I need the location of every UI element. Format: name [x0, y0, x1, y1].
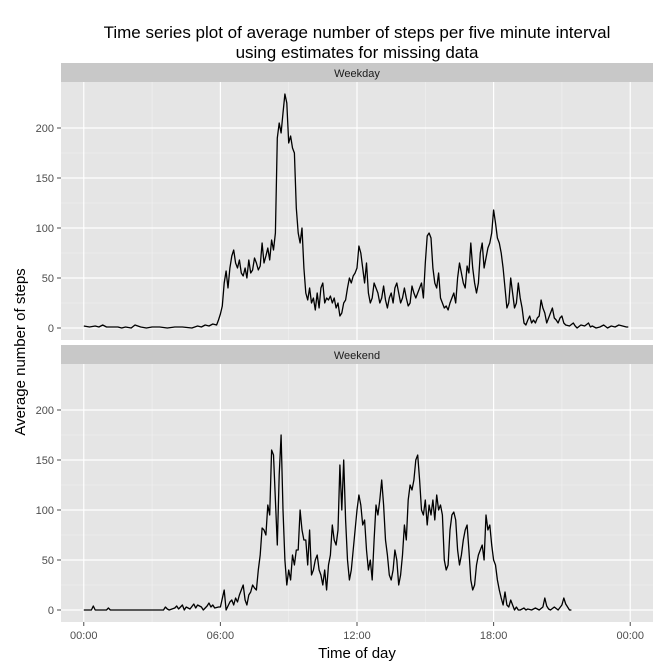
x-axis: 00:00 06:00 12:00 18:00 00:00: [70, 622, 644, 642]
x-tick-label: 00:00: [616, 630, 644, 642]
gridlines-weekday: [61, 82, 653, 340]
series-line-weekend: [83, 434, 572, 611]
y-tick-label: 0: [48, 323, 54, 335]
panel-weekend: Weekend 0 50 100 150 200: [36, 345, 653, 622]
x-tick-label: 00:00: [70, 630, 98, 642]
y-tick-label: 100: [36, 223, 54, 235]
y-tick-label: 50: [42, 555, 54, 567]
x-tick-label: 18:00: [480, 630, 508, 642]
chart-title-line2: using estimates for missing data: [236, 43, 479, 62]
y-tick-label: 0: [48, 605, 54, 617]
y-tick-label: 150: [36, 173, 54, 185]
y-tick-label: 200: [36, 123, 54, 135]
chart-title-line1: Time series plot of average number of st…: [104, 23, 611, 42]
x-axis-title: Time of day: [318, 645, 396, 662]
strip-weekend: [61, 345, 653, 364]
strip-label-weekday: Weekday: [334, 68, 380, 80]
panel-weekday: Weekday 0 50 100 150 200: [36, 63, 653, 340]
strip-label-weekend: Weekend: [334, 350, 380, 362]
y-tick-label: 150: [36, 455, 54, 467]
series-line-weekday: [83, 93, 629, 329]
x-tick-label: 12:00: [343, 630, 371, 642]
x-tick-label: 06:00: [207, 630, 235, 642]
gridlines-weekend: [61, 364, 653, 622]
y-axis-weekday: 0 50 100 150 200: [36, 123, 61, 335]
y-tick-label: 200: [36, 405, 54, 417]
strip-weekday: [61, 63, 653, 82]
y-axis-weekend: 0 50 100 150 200: [36, 405, 61, 617]
y-axis-title: Average number of steps: [12, 268, 29, 435]
y-tick-label: 100: [36, 505, 54, 517]
y-tick-label: 50: [42, 273, 54, 285]
